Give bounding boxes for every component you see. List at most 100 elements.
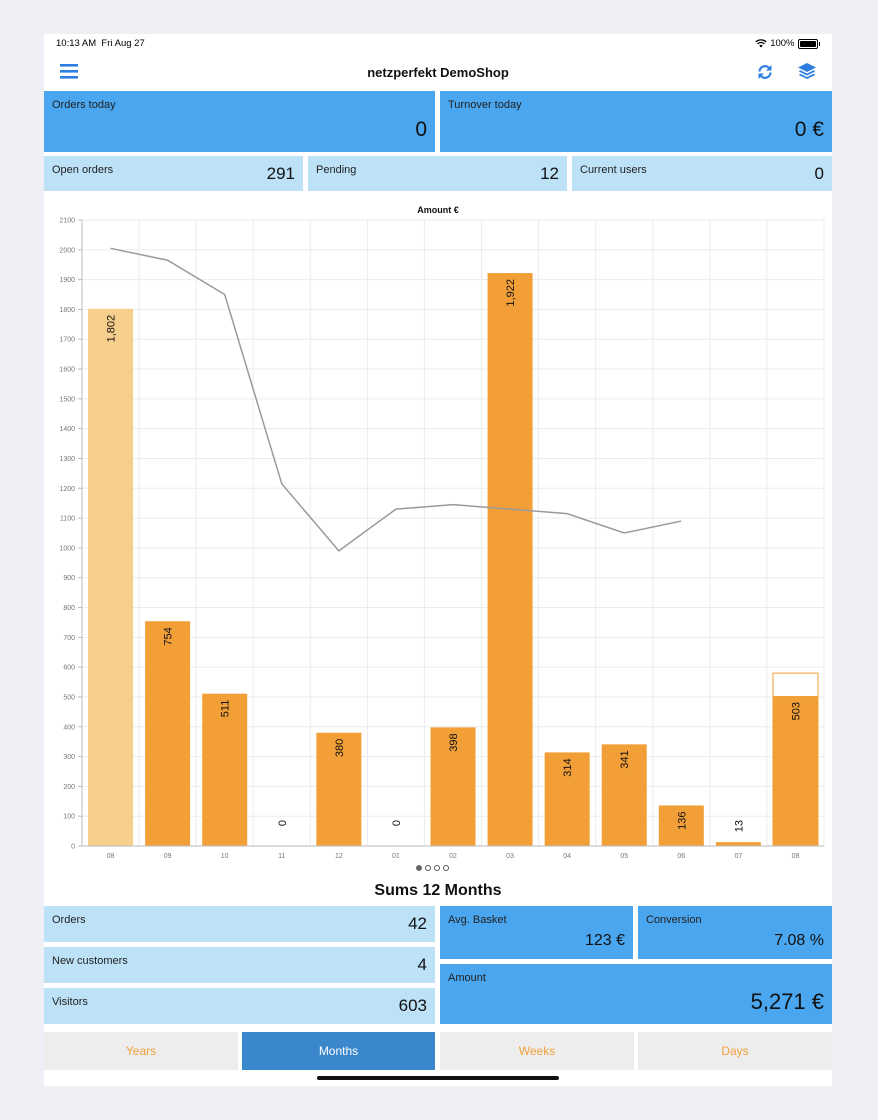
y-tick-label: 400 — [63, 724, 75, 731]
page-dot[interactable] — [425, 865, 431, 871]
current-users-label: Current users — [580, 164, 647, 176]
page-dot[interactable] — [434, 865, 440, 871]
segment-months[interactable]: Months — [242, 1032, 435, 1070]
open-orders-tile[interactable]: Open orders 291 — [44, 156, 303, 191]
segment-weeks[interactable]: Weeks — [440, 1032, 634, 1070]
x-tick-label: 03 — [506, 853, 514, 860]
chart-bar — [601, 744, 647, 846]
chart-bar — [544, 752, 590, 846]
sum-orders-label: Orders — [52, 914, 86, 926]
chart-value-label: 0 — [277, 820, 289, 826]
current-users-value: 0 — [814, 164, 824, 183]
pending-label: Pending — [316, 164, 357, 176]
y-tick-label: 100 — [63, 814, 75, 821]
sum-new-customers-value: 4 — [417, 955, 427, 974]
chart-bars — [88, 273, 819, 847]
y-tick-label: 1700 — [59, 337, 75, 344]
x-tick-label: 01 — [392, 853, 400, 860]
chart-title: Amount € — [417, 205, 459, 215]
x-tick-label: 05 — [620, 853, 628, 860]
chart-bar — [487, 273, 533, 847]
chart-bar — [430, 727, 476, 846]
y-tick-label: 0 — [71, 844, 75, 851]
conversion-tile[interactable]: Conversion 7.08 % — [638, 906, 832, 959]
chart-bar — [316, 732, 362, 846]
chart-trend-line-path — [110, 247, 682, 552]
sum-visitors-tile[interactable]: Visitors 603 — [44, 988, 435, 1024]
battery-icon — [797, 38, 818, 49]
y-tick-label: 1400 — [59, 426, 75, 433]
y-tick-label: 1500 — [59, 396, 75, 403]
y-tick-label: 2000 — [59, 247, 75, 254]
hamburger-icon[interactable] — [60, 64, 78, 79]
sum-visitors-label: Visitors — [52, 996, 88, 1008]
layers-icon[interactable] — [797, 61, 817, 81]
y-tick-label: 1000 — [59, 545, 75, 552]
chart-trend-line — [110, 247, 682, 552]
chart-value-label: 13 — [733, 820, 745, 832]
chart-value-label: 1,922 — [505, 279, 517, 307]
sum-new-customers-tile[interactable]: New customers 4 — [44, 947, 435, 983]
page-title: netzperfekt DemoShop — [367, 65, 509, 80]
pending-tile[interactable]: Pending 12 — [308, 156, 567, 191]
status-bar: 10:13 AM Fri Aug 27 100% — [44, 34, 832, 54]
pending-value: 12 — [540, 164, 559, 183]
orders-today-label: Orders today — [52, 99, 116, 111]
chart-value-label: 398 — [448, 733, 460, 751]
turnover-today-tile[interactable]: Turnover today 0 € — [440, 91, 832, 152]
y-tick-label: 200 — [63, 784, 75, 791]
chart-value-label: 503 — [790, 702, 802, 720]
y-tick-label: 1800 — [59, 307, 75, 314]
chart-bar — [772, 696, 818, 846]
open-orders-label: Open orders — [52, 164, 114, 176]
home-indicator[interactable] — [317, 1076, 559, 1080]
avg-basket-value: 123 € — [584, 932, 625, 949]
orders-today-value: 0 — [415, 118, 427, 141]
sum-new-customers-label: New customers — [52, 955, 128, 967]
chart-value-label: 136 — [676, 811, 688, 829]
page-dot[interactable] — [416, 865, 422, 871]
x-tick-label: 10 — [221, 853, 229, 860]
segment-days[interactable]: Days — [638, 1032, 832, 1070]
conversion-label: Conversion — [646, 914, 702, 926]
open-orders-value: 291 — [266, 164, 295, 183]
refresh-icon[interactable] — [756, 63, 774, 81]
current-users-tile[interactable]: Current users 0 — [572, 156, 832, 191]
y-tick-label: 1600 — [59, 367, 75, 374]
y-tick-label: 2100 — [59, 218, 75, 225]
turnover-today-value: 0 € — [794, 118, 824, 141]
x-tick-label: 08 — [792, 853, 800, 860]
y-tick-label: 700 — [63, 635, 75, 642]
x-tick-label: 04 — [563, 853, 571, 860]
chart-value-label: 380 — [334, 739, 346, 757]
sum-visitors-value: 603 — [398, 996, 427, 1015]
chart-value-label: 314 — [562, 758, 574, 776]
y-tick-label: 1100 — [60, 516, 75, 523]
conversion-value: 7.08 % — [774, 932, 824, 949]
avg-basket-tile[interactable]: Avg. Basket 123 € — [440, 906, 633, 959]
segment-years[interactable]: Years — [44, 1032, 238, 1070]
orders-today-tile[interactable]: Orders today 0 — [44, 91, 435, 152]
x-tick-label: 06 — [677, 853, 685, 860]
chart-bar — [715, 842, 761, 846]
amount-tile[interactable]: Amount 5,271 € — [440, 964, 832, 1024]
y-tick-label: 1300 — [59, 456, 75, 463]
x-tick-label: 12 — [335, 853, 343, 860]
chart-value-label: 341 — [619, 750, 631, 768]
page-indicator[interactable] — [416, 865, 449, 871]
sum-orders-tile[interactable]: Orders 42 — [44, 906, 435, 942]
page-dot[interactable] — [443, 865, 449, 871]
chart-value-label: 511 — [220, 700, 232, 718]
screen: 10:13 AM Fri Aug 27 100% netzperfekt Dem… — [44, 34, 832, 1086]
chart-axes: 0100200300400500600700800900100011001200… — [59, 218, 824, 860]
chart-value-labels: 1,802 754 511 0 380 0 398 1,922 314 341 136 13 503 — [106, 279, 803, 832]
chart-value-label: 0 — [391, 820, 403, 826]
chart-bar — [88, 308, 134, 846]
nav-bar: netzperfekt DemoShop — [44, 56, 832, 90]
x-tick-label: 09 — [164, 853, 172, 860]
chart-value-label: 754 — [163, 627, 175, 645]
y-tick-label: 600 — [63, 665, 75, 672]
chart-bar — [658, 805, 704, 846]
y-tick-label: 500 — [63, 694, 75, 701]
